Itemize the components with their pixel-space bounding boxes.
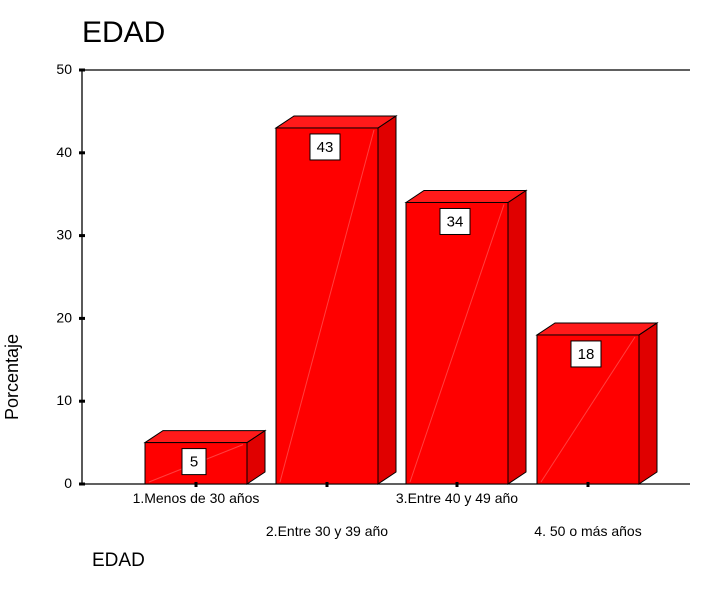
bar-top [143, 430, 267, 444]
bar-top [535, 322, 659, 336]
y-tick-label: 30 [56, 227, 72, 243]
bar-side [638, 322, 658, 485]
data-label: 5 [190, 454, 198, 471]
data-label: 18 [578, 346, 595, 363]
chart-title: EDAD [82, 16, 166, 49]
bar-top [404, 189, 528, 203]
bar-highlight [409, 204, 505, 483]
data-label-box [309, 133, 341, 161]
data-label: 43 [317, 139, 334, 156]
bar-highlight [540, 336, 636, 483]
bar-highlight [279, 129, 375, 483]
y-tick-label: 50 [56, 61, 72, 77]
y-tick-label: 40 [56, 144, 72, 160]
bar-side [377, 115, 397, 485]
x-tick-label: 3.Entre 40 y 49 año [396, 490, 518, 506]
x-tick-label: 2.Entre 30 y 39 año [266, 523, 388, 539]
data-label-box [181, 448, 207, 476]
x-tick-label: 1.Menos de 30 años [133, 490, 260, 506]
x-tick-label: 4. 50 o más años [534, 523, 641, 539]
bar-side [507, 189, 527, 485]
y-tick-label: 20 [56, 309, 72, 325]
y-tick-label: 10 [56, 392, 72, 408]
data-label: 34 [447, 213, 464, 230]
x-axis-label: EDAD [92, 550, 145, 571]
bar-top [274, 115, 398, 129]
y-tick-label: 0 [64, 475, 72, 491]
data-label-box [439, 207, 471, 235]
data-label-box [570, 340, 602, 368]
